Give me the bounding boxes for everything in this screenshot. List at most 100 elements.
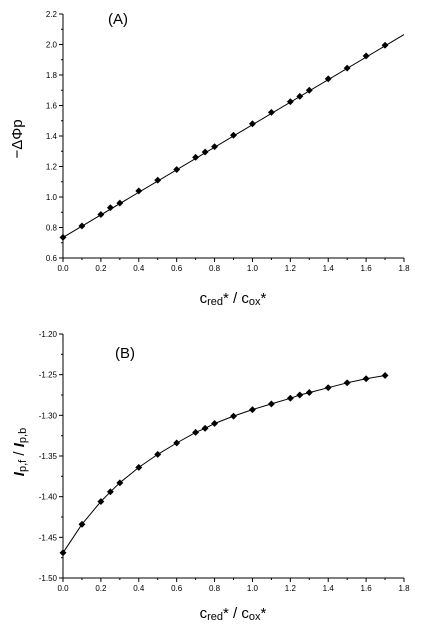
panel-b-y-tick-label: -1.20 bbox=[39, 330, 58, 339]
panel-b-xlabel-sep: * / bbox=[223, 605, 241, 622]
panel-a-y-tick-label: 1.6 bbox=[46, 102, 58, 111]
panel-b-data-point bbox=[381, 371, 389, 380]
panel-a-data-point bbox=[116, 199, 124, 207]
panel-b-data-point bbox=[248, 406, 256, 414]
panel-b-ylabel-sub-pb: p,b bbox=[17, 428, 29, 443]
panel-b-data-point bbox=[106, 488, 114, 496]
panel-b-ylabel-i1: I bbox=[11, 471, 28, 476]
panel-b-data-point bbox=[135, 463, 143, 471]
panel-b-ylabel-sep: / bbox=[11, 447, 28, 460]
panel-a-data-point bbox=[192, 153, 200, 161]
panel-a-x-axis-label: cred* / cox* bbox=[200, 290, 267, 308]
panel-a-y-tick-label: 0.6 bbox=[46, 254, 58, 263]
panel-a-data-point bbox=[97, 210, 105, 219]
panel-b-x-tick-label: 0.6 bbox=[171, 584, 183, 593]
panel-a-xlabel-c: c bbox=[200, 290, 208, 307]
panel-a-x-tick-label: 0.6 bbox=[171, 264, 183, 273]
panel-b-x-tick-label: 0.8 bbox=[209, 584, 221, 593]
panel-a-data-point bbox=[324, 75, 332, 83]
panel-a-x-tick-label: 0.2 bbox=[95, 264, 107, 273]
panel-b-x-tick-label: 1.4 bbox=[323, 584, 335, 593]
panel-b-data-point bbox=[324, 384, 332, 392]
panel-a-data-point bbox=[248, 120, 256, 128]
panel-a-y-tick-label: 2.0 bbox=[46, 41, 58, 50]
panel-b-chart: -1.20 -1.25 -1.30 -1.35 -1.40 -1.45 -1.500.0 0.… bbox=[11, 330, 410, 623]
panel-b-xlabel-c: c bbox=[200, 605, 208, 622]
panel-b-xlabel-sub-red: red bbox=[207, 611, 223, 623]
panel-a-data-point bbox=[296, 92, 304, 100]
panel-a-data-point bbox=[362, 52, 370, 60]
panel-a-y-tick-label: 1.4 bbox=[46, 132, 58, 141]
panel-b-data-point bbox=[305, 389, 313, 397]
panel-a-y-axis-label: −ΔΦp bbox=[9, 119, 26, 158]
panel-b-data-point bbox=[173, 439, 181, 447]
panel-a-chart: 0.6 0.8 1.0 1.2 1.4 1.6 1.8 2.0 2.2 0.0 0.2 0.4 0.6 0… bbox=[9, 10, 410, 308]
panel-b-x-tick-label: 1.6 bbox=[361, 584, 373, 593]
panel-a-xlabel-sep: * / bbox=[223, 290, 241, 307]
panel-a-x-tick-label: 1.6 bbox=[361, 264, 373, 273]
panel-b-marks: -1.20 -1.25 -1.30 -1.35 -1.40 -1.45 -1.500.0 0.… bbox=[39, 330, 410, 593]
panel-b-y-tick-label: -1.35 bbox=[39, 452, 58, 461]
panel-b-ylabel-sub-pf: p,f bbox=[17, 459, 29, 472]
panel-a-data-point bbox=[286, 98, 294, 106]
panel-a-data-point bbox=[267, 108, 275, 116]
panel-b-x-tick-label: 1.0 bbox=[247, 584, 259, 593]
panel-a-y-tick-label: 1.8 bbox=[46, 71, 58, 80]
panel-b-data-point bbox=[229, 412, 238, 420]
panel-b-data-point bbox=[116, 479, 124, 487]
panel-b-data-point bbox=[201, 424, 209, 432]
panel-a-xlabel-star: * bbox=[261, 290, 267, 307]
panel-a-x-tick-label: 0.4 bbox=[133, 264, 145, 273]
panel-a-x-tick-label: 1.8 bbox=[398, 264, 410, 273]
panel-b-y-tick-label: -1.50 bbox=[39, 574, 58, 583]
panel-b-y-tick-label: -1.30 bbox=[39, 411, 58, 420]
panel-a-xlabel-sub-ox: ox bbox=[249, 296, 261, 308]
panel-b-x-tick-label: 0.4 bbox=[133, 584, 145, 593]
panel-a-data-point bbox=[154, 176, 162, 184]
panel-a-x-tick-label: 1.4 bbox=[323, 264, 335, 273]
panel-a-data-point bbox=[381, 41, 389, 49]
panel-b-data-point bbox=[296, 391, 304, 399]
panel-a-data-point bbox=[211, 143, 219, 151]
panel-b-y-tick-label: -1.45 bbox=[39, 533, 58, 542]
panel-b-data-point bbox=[192, 428, 200, 436]
panel-b-xlabel-c2: c bbox=[241, 605, 249, 622]
panel-b-x-tick-label: 0.2 bbox=[95, 584, 107, 593]
panel-a-y-tick-label: 1.2 bbox=[46, 163, 58, 172]
panel-b-data-point bbox=[362, 375, 370, 383]
panel-a-data-point bbox=[59, 233, 67, 241]
panel-b-y-tick-label: -1.40 bbox=[39, 493, 58, 502]
panel-b-data-point bbox=[78, 520, 86, 528]
panel-b-x-tick-label: 1.8 bbox=[398, 584, 410, 593]
panel-a-data-point bbox=[78, 222, 86, 230]
panel-b-y-axis-label: Ip,f / Ip,b bbox=[11, 428, 29, 476]
panel-b-ylabel-i2: I bbox=[11, 442, 28, 447]
panel-b-data-point bbox=[97, 497, 105, 506]
panel-a-y-tick-label: 1.0 bbox=[46, 193, 58, 202]
panel-b-y-tick-label: -1.25 bbox=[39, 371, 58, 380]
panel-a-data-point bbox=[229, 131, 238, 139]
panel-b-x-tick-label: 0.0 bbox=[57, 584, 69, 593]
panel-b-xlabel-sub-ox: ox bbox=[249, 611, 261, 623]
panel-a-y-tick-label: 0.8 bbox=[46, 224, 58, 233]
panel-a-y-tick-label: 2.2 bbox=[46, 10, 58, 19]
panel-a-data-point bbox=[135, 187, 143, 195]
panel-b-x-axis-label: cred* / cox* bbox=[200, 605, 267, 623]
panel-b-x-tick-label: 1.2 bbox=[285, 584, 297, 593]
panel-a-data-point bbox=[201, 148, 209, 156]
panel-a-xlabel-c2: c bbox=[241, 290, 249, 307]
panel-b-data-point bbox=[286, 394, 294, 402]
panel-b-label: (B) bbox=[115, 345, 135, 362]
panel-a-data-point bbox=[343, 64, 351, 72]
panel-a-x-tick-label: 1.0 bbox=[247, 264, 259, 273]
panel-a-x-tick-label: 0.0 bbox=[57, 264, 69, 273]
panel-b-data-point bbox=[154, 450, 162, 458]
panel-b-data-point bbox=[59, 549, 67, 557]
panel-b-series-line bbox=[62, 375, 386, 554]
panel-b-data-point bbox=[343, 379, 351, 387]
panel-a-data-point bbox=[106, 204, 114, 212]
panel-a-data-point bbox=[305, 86, 313, 94]
panel-a-x-tick-label: 1.2 bbox=[285, 264, 297, 273]
panel-a-data-point bbox=[173, 165, 181, 174]
